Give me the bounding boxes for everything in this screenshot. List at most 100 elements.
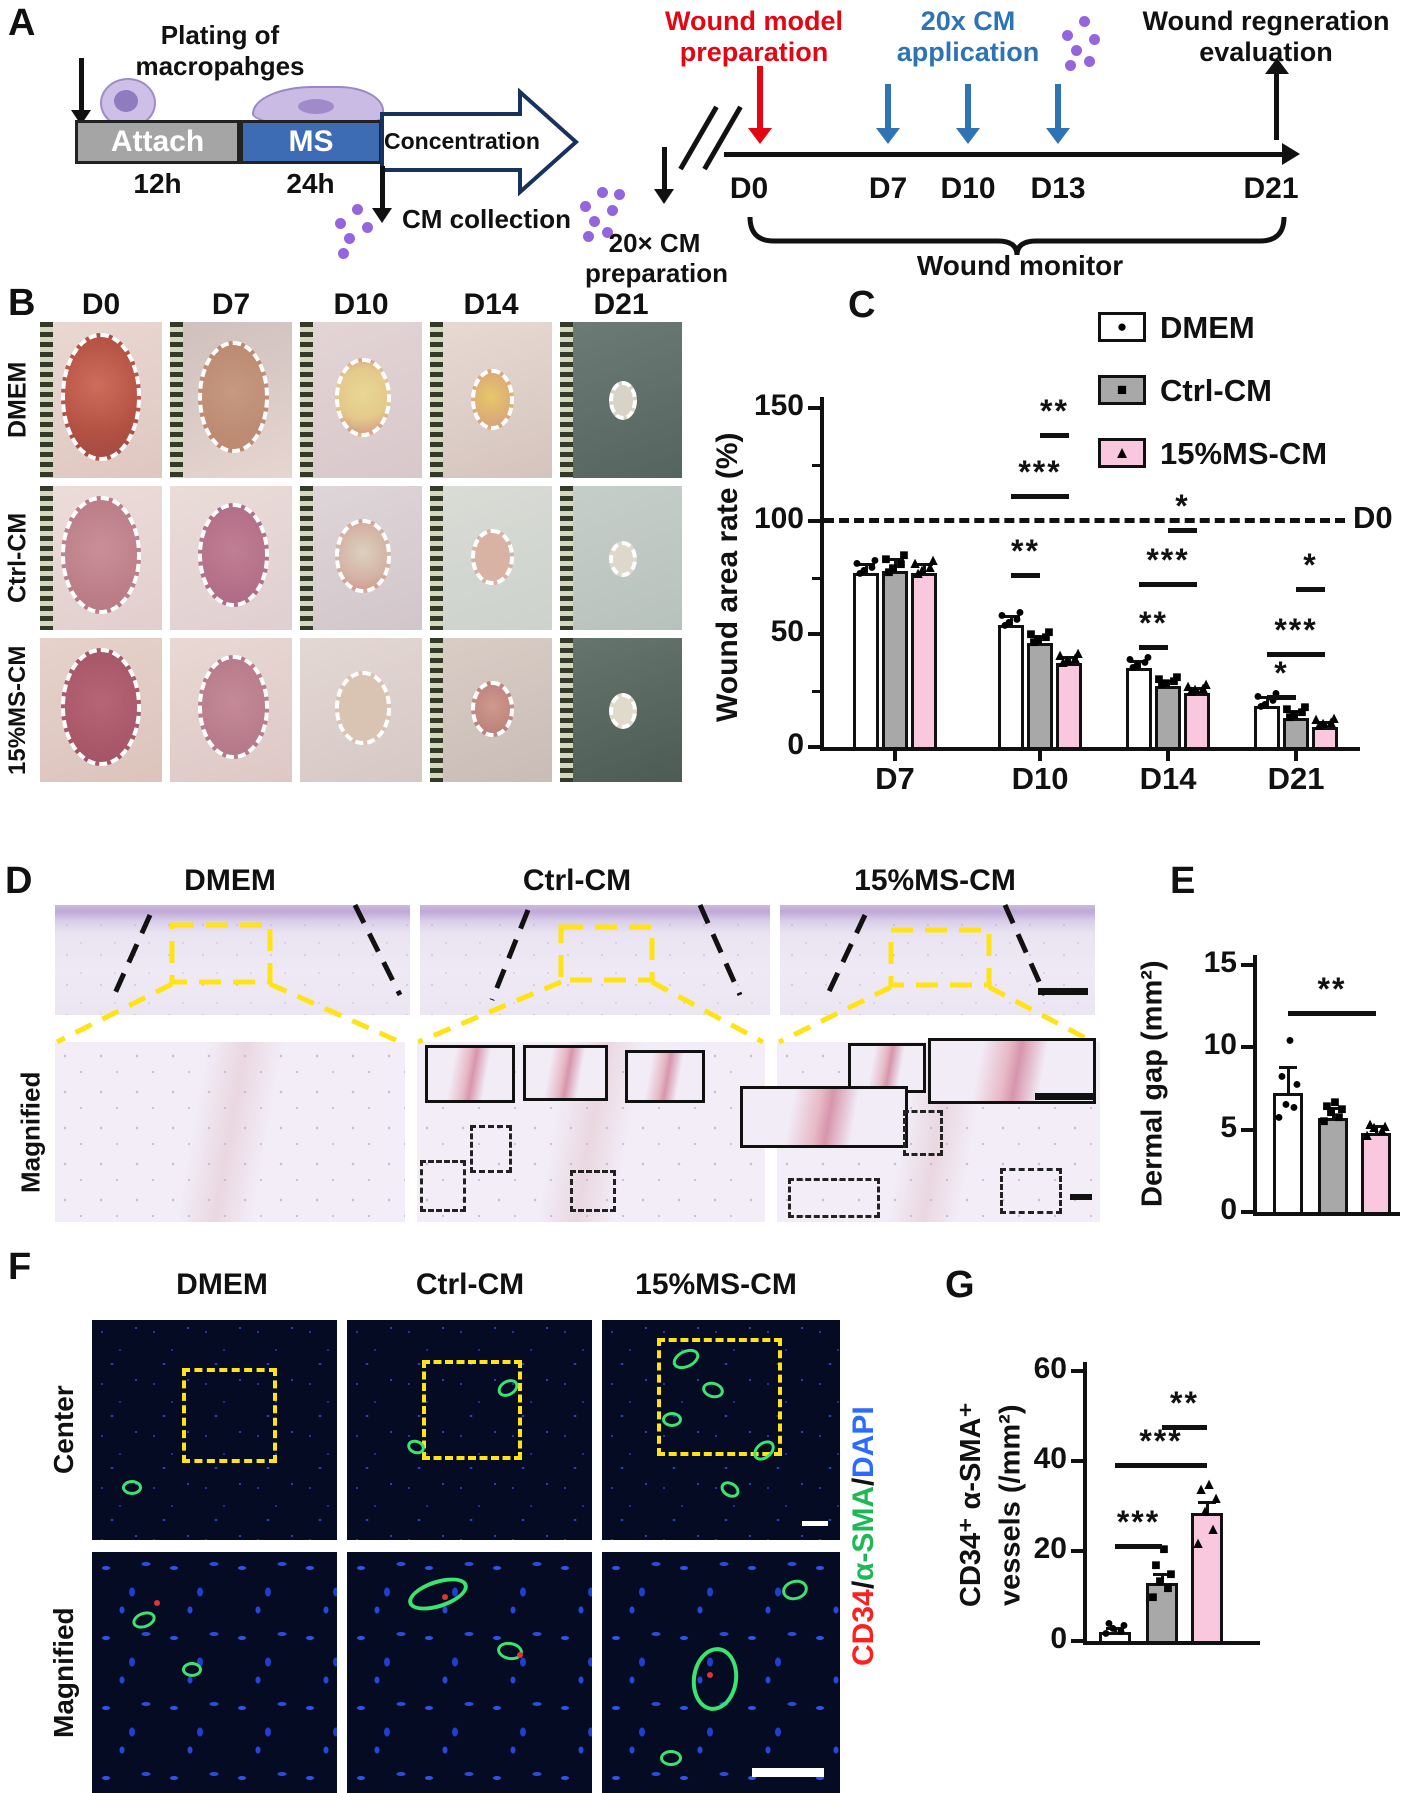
vessel-inset (928, 1038, 1096, 1104)
wound-outline (471, 681, 515, 738)
scale-bar (1070, 1194, 1092, 1200)
y-tick-label: 50 (770, 615, 804, 648)
wound-photo (170, 322, 292, 478)
e-chart: 0 5 10 15 ● ● ● ● ● ● ■ ■ ■ ■ ■ ■ ▲ ▲ ▲ ▲ ▲ ** (1130, 860, 1418, 1260)
attach-phase-block: Attach (75, 120, 240, 164)
data-point-15%MS-CM-D14: ▲ (1180, 677, 1196, 695)
data-point-DMEM: ● (1104, 1614, 1114, 1632)
ruler-icon (560, 486, 573, 630)
x-group-tick (1166, 751, 1170, 761)
wound-outline (471, 529, 515, 586)
bar-DMEM-D10 (998, 624, 1024, 747)
plating-line1: Plating of (160, 20, 280, 50)
data-point-DMEM: ● (1116, 1622, 1126, 1640)
panel-f: F DMEM Ctrl-CM 15%MS-CM Center Magnified (0, 1246, 940, 1793)
stain-part: DAPI (847, 1405, 880, 1478)
timeline-day-d7: D7 (868, 172, 908, 205)
data-point-DMEM-D10: ● (1004, 614, 1014, 632)
bar-Ctrl-CM (1146, 1582, 1178, 1641)
y-tick-label: 20 (1033, 1532, 1067, 1565)
data-point-DMEM-D7: ● (870, 551, 880, 569)
data-point-Ctrl-CM-D10: ■ (1026, 626, 1036, 644)
data-point-15%MS-CM: ▲ (1193, 1480, 1209, 1498)
error-bar-15%MS-CM (1205, 1501, 1209, 1513)
error-bar-DMEM (1286, 1066, 1290, 1094)
y-tick-label: 40 (1033, 1442, 1067, 1475)
sig-label: ** (1317, 970, 1347, 1007)
blue-down-arrow-icon (1055, 84, 1061, 132)
data-point-DMEM-D10: ● (1000, 617, 1010, 635)
data-point-DMEM-D7: ● (867, 558, 877, 576)
wound-outline (471, 368, 515, 430)
x-axis (820, 747, 1360, 751)
data-point-Ctrl-CM-D21: ■ (1285, 708, 1295, 726)
error-cap-DMEM-D7 (857, 562, 875, 566)
data-point-15%MS-CM: ▲ (1190, 1534, 1206, 1552)
data-point-DMEM-D14: ● (1132, 656, 1142, 674)
wound-photo (170, 638, 292, 782)
error-bar-15%MS-CM-D14 (1195, 688, 1199, 693)
data-point-15%MS-CM-D14: ▲ (1198, 676, 1214, 694)
bar-15%MS-CM (1361, 1132, 1391, 1212)
w ound-photo (300, 322, 422, 478)
bar-15%MS-CM-D14 (1184, 692, 1210, 747)
f-row-label-magnified: Magnified (48, 1607, 79, 1738)
data-point-15%MS-CM-D7: ▲ (922, 558, 938, 576)
bar-15%MS-CM-D10 (1056, 663, 1082, 747)
data-point-Ctrl-CM: ■ (1155, 1572, 1165, 1590)
y-tick-label: 15 (1203, 945, 1237, 979)
x-group-tick (1038, 751, 1042, 761)
data-point-Ctrl-CM-D21: ■ (1289, 706, 1299, 724)
c-chart: 0 50 100 150 D0 ● ● ● ● ● ■ ■ ■ ■ ■ ▲ ▲ ▲ ▲ ▲ D7 ● ● ● ● ● ■ ■ ■ ■ ■ ▲ ▲… (700, 282, 1418, 802)
d-col-header-ctrl-cm: Ctrl-CM (522, 864, 632, 897)
histology-magnified-image (55, 1042, 405, 1222)
data-point-DMEM-D21: ● (1268, 692, 1278, 710)
b-col-header-d14: D14 (463, 288, 519, 321)
wound-photo (560, 638, 682, 782)
ruler-icon (560, 322, 573, 478)
ruler-icon (430, 322, 443, 478)
bar-DMEM-D7 (853, 572, 879, 747)
vessel-marker-box (788, 1178, 880, 1218)
bar-15%MS-CM-D7 (911, 572, 937, 747)
panel-c-label: C (848, 284, 876, 326)
y-tick (1071, 1369, 1083, 1373)
x-group-tick (1294, 751, 1298, 761)
data-point-DMEM-D14: ● (1128, 658, 1138, 676)
stain-part: / (847, 1477, 880, 1486)
y-tick-label: 150 (753, 389, 804, 422)
data-point-15%MS-CM-D14: ▲ (1195, 679, 1211, 697)
data-point-DMEM: ● (1292, 1076, 1302, 1094)
histology-image (420, 905, 770, 1015)
data-point-Ctrl-CM-D7: ■ (884, 563, 894, 581)
x-category-label: D10 (1011, 761, 1069, 796)
wound-photo (170, 486, 292, 630)
roi-box (182, 1368, 277, 1463)
y-tick (808, 745, 820, 749)
error-bar-Ctrl-CM-D7 (893, 559, 897, 571)
data-point-DMEM: ● (1274, 1109, 1284, 1127)
legend-label: DMEM (1160, 310, 1255, 345)
wound-outline (608, 381, 637, 421)
y-tick (1241, 1045, 1253, 1049)
red-arrowhead-icon (748, 128, 772, 144)
data-point-Ctrl-CM: ■ (1326, 1104, 1336, 1122)
sig-label: ** (1040, 392, 1069, 429)
data-point-DMEM: ● (1277, 1068, 1287, 1085)
legend-item-Ctrl-CM: ■ Ctrl-CM (1098, 373, 1418, 413)
data-point-Ctrl-CM-D7: ■ (881, 550, 891, 568)
data-point-DMEM-D7: ● (852, 554, 862, 572)
scale-bar (1035, 1093, 1093, 1100)
y-minor-tick (812, 689, 820, 693)
vessel-marker-box (420, 1160, 466, 1212)
scale-bar (752, 1768, 824, 1777)
data-point-DMEM-D14: ● (1125, 651, 1135, 669)
data-point-DMEM: ● (1108, 1620, 1118, 1637)
red-down-arrow-icon (757, 66, 763, 132)
vessel-inset (523, 1045, 608, 1101)
error-cap-Ctrl-CM (1153, 1572, 1171, 1576)
ms-label: MS (288, 125, 334, 158)
data-point-Ctrl-CM-D21: ■ (1297, 703, 1307, 721)
data-point-DMEM-D14: ● (1143, 649, 1153, 667)
sig-line (1168, 527, 1197, 533)
